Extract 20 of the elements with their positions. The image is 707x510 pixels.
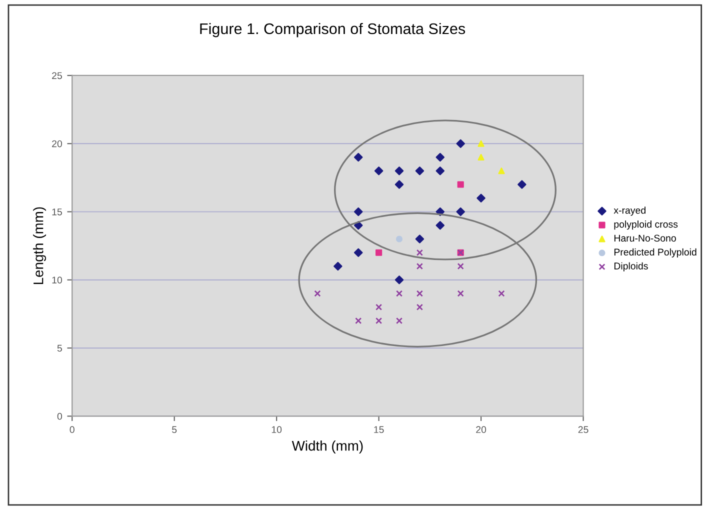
- legend-label: x-rayed: [614, 206, 646, 216]
- y-tick-label: 10: [52, 276, 62, 284]
- y-tick-label: 20: [52, 140, 62, 148]
- legend-label: Diploids: [614, 262, 648, 272]
- x-tick-label: 0: [70, 426, 74, 434]
- x-tick-label: 10: [272, 426, 282, 434]
- y-axis-title: Length (mm): [33, 207, 46, 284]
- y-tick-label: 5: [57, 344, 62, 352]
- chart-title: Figure 1. Comparison of Stomata Sizes: [200, 22, 466, 38]
- x-tick-label: 5: [172, 426, 177, 434]
- y-tick-label: 0: [57, 412, 62, 420]
- x-tick-label: 20: [476, 426, 486, 434]
- x-tick-label: 15: [374, 426, 384, 434]
- legend-label: polyploid cross: [614, 220, 678, 230]
- y-tick-label: 15: [52, 208, 62, 216]
- x-axis-title: Width (mm): [292, 440, 363, 454]
- legend-label: Predicted Polyploid: [614, 248, 696, 258]
- x-tick-label: 25: [578, 426, 588, 434]
- legend-label: Haru-No-Sono: [614, 234, 676, 242]
- y-tick-label: 25: [52, 72, 62, 80]
